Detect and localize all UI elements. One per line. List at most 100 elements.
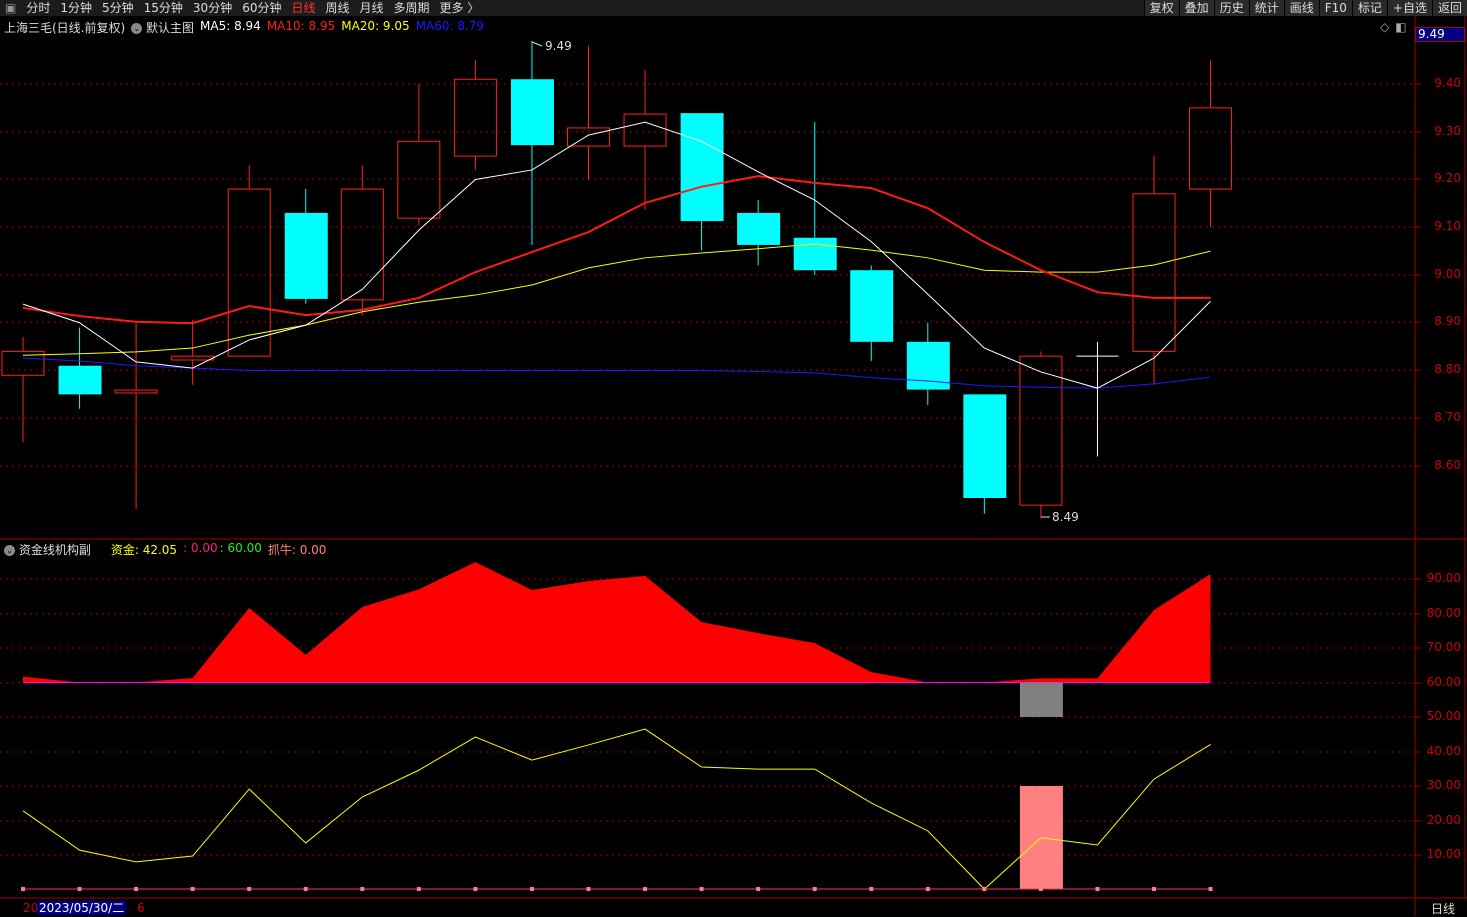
candle-body: [1132, 193, 1176, 352]
candle-body: [963, 394, 1007, 498]
zero-marker: [134, 887, 139, 891]
zero-marker: [812, 887, 817, 891]
toolbar-button-8[interactable]: 返回: [1431, 0, 1467, 16]
chevron-down-icon: ⌄: [4, 545, 15, 556]
toolbar-button-2[interactable]: 历史: [1213, 0, 1249, 16]
toolbar-button-5[interactable]: F10: [1318, 0, 1352, 16]
high-marker: 9.49: [545, 39, 572, 53]
candle-body: [567, 127, 610, 147]
candle-body: [1, 350, 45, 376]
candle-body: [340, 188, 384, 301]
candle-body: [171, 355, 215, 361]
tab-2[interactable]: 5分钟: [102, 1, 134, 15]
chevron-down-icon: ⌄: [131, 23, 143, 34]
candle-body: [58, 365, 102, 395]
ma60-line: [22, 357, 1211, 389]
low-marker: 8.49: [1052, 510, 1079, 524]
zero-marker: [473, 887, 478, 891]
price-axis-label: 8.80: [1434, 362, 1461, 376]
toolbar-button-0[interactable]: 复权: [1143, 0, 1179, 16]
toolbar-button-7[interactable]: +自选: [1386, 0, 1432, 16]
toolbar: ▣ 分时 1分钟 5分钟 15分钟 30分钟 60分钟 日线 周线 月线 多周期 更多 〉 复权 叠加…: [0, 0, 1467, 16]
sub-axis-label: 80.00: [1426, 606, 1461, 620]
tab-8[interactable]: 月线: [359, 1, 384, 15]
panel-toggle-icon[interactable]: ◧: [1395, 20, 1407, 34]
stock-title: 上海三毛(日线.前复权): [4, 21, 126, 35]
candle-body: [453, 78, 497, 157]
candle-body: [793, 237, 837, 271]
zero-marker: [1152, 887, 1156, 891]
sub-indicator-dropdown[interactable]: ⌄ 资金线机构副: [4, 541, 91, 558]
zero-marker: [190, 887, 195, 891]
fund-value: 资金: 42.05: [110, 543, 178, 557]
zero-marker: [303, 887, 308, 891]
toolbar-button-1[interactable]: 叠加: [1178, 0, 1214, 16]
tab-4[interactable]: 30分钟: [192, 1, 233, 15]
tab-0[interactable]: 分时: [26, 1, 51, 15]
zero-marker: [756, 887, 761, 891]
high-marker-arrow: [531, 41, 543, 47]
diamond-icon[interactable]: ◇: [1380, 20, 1390, 34]
candle-body: [737, 212, 781, 245]
tab-10[interactable]: 更多 〉: [439, 1, 480, 15]
candle-body: [397, 140, 441, 219]
gray-bar: [1019, 682, 1063, 717]
candle-body: [227, 188, 271, 357]
tab-9[interactable]: 多周期: [393, 1, 430, 15]
price-axis-label: 9.30: [1434, 124, 1461, 138]
ma20-label: MA20: 9.05: [341, 19, 410, 33]
zero-marker: [1208, 887, 1213, 891]
zero-marker: [21, 887, 25, 891]
sub-axis-label: 50.00: [1426, 709, 1461, 723]
ma20-line: [22, 243, 1211, 356]
candle-body: [680, 113, 724, 222]
sub-axis-label: 10.00: [1426, 847, 1461, 861]
cursor-date: 2023/05/30/二: [37, 901, 127, 915]
toolbar-button-3[interactable]: 统计: [1248, 0, 1284, 16]
sub-title: 资金线机构副: [18, 543, 91, 557]
price-axis-label: 9.40: [1434, 76, 1461, 90]
ma5-label: MA5: 8.94: [200, 19, 261, 33]
toolbar-button-4[interactable]: 画线: [1283, 0, 1319, 16]
price-axis-label: 8.70: [1434, 410, 1461, 424]
price-axis-label: 9.10: [1434, 219, 1461, 233]
price-axis-label: 8.90: [1434, 314, 1461, 328]
toolbar-button-6[interactable]: 标记: [1351, 0, 1387, 16]
sub-axis-label: 90.00: [1426, 571, 1461, 585]
candle-body: [284, 212, 328, 299]
tab-5[interactable]: 60分钟: [242, 1, 282, 15]
zero-marker: [247, 887, 252, 891]
tab-1[interactable]: 1分钟: [60, 1, 92, 15]
template-label: 默认主图: [146, 21, 195, 35]
candle-body: [906, 341, 950, 390]
sub-axis-label: 30.00: [1426, 778, 1461, 792]
date-prefix: 20: [23, 901, 39, 915]
candle-body: [850, 270, 894, 342]
ma60-label: MA60: 8.79: [415, 19, 485, 33]
zhuaniu-value: 抓牛: 0.00: [267, 543, 327, 557]
tab-6[interactable]: 日线: [291, 1, 316, 15]
sub-axis-label: 60.00: [1426, 675, 1461, 689]
zero-marker: [982, 887, 987, 891]
price-axis-label: 9.20: [1434, 171, 1461, 185]
candle-body: [623, 113, 667, 147]
tab-3[interactable]: 15分钟: [143, 1, 183, 15]
zero-marker: [699, 887, 704, 891]
price-axis-label: 8.60: [1434, 458, 1461, 472]
sidebar-toggle-icon[interactable]: ▣: [5, 1, 17, 15]
zero-marker: [643, 887, 648, 891]
tab-7[interactable]: 周线: [325, 1, 350, 15]
zero-marker: [586, 887, 591, 891]
ma5-line: [22, 121, 1211, 389]
template-dropdown[interactable]: ⌄ 默认主图: [131, 19, 194, 36]
main-chart-info: 上海三毛(日线.前复权) ⌄ 默认主图 MA5: 8.94 MA10: 8.95…: [4, 19, 484, 36]
zero-marker: [529, 887, 534, 891]
ma10-line: [22, 175, 1211, 325]
zero-marker: [1038, 887, 1043, 891]
zero-marker: [1095, 887, 1100, 891]
candle-body: [1019, 355, 1063, 506]
current-price-tag: 9.49: [1415, 27, 1465, 42]
sub-axis-label: 70.00: [1426, 640, 1461, 654]
value-2: : 0.00: [183, 541, 218, 555]
